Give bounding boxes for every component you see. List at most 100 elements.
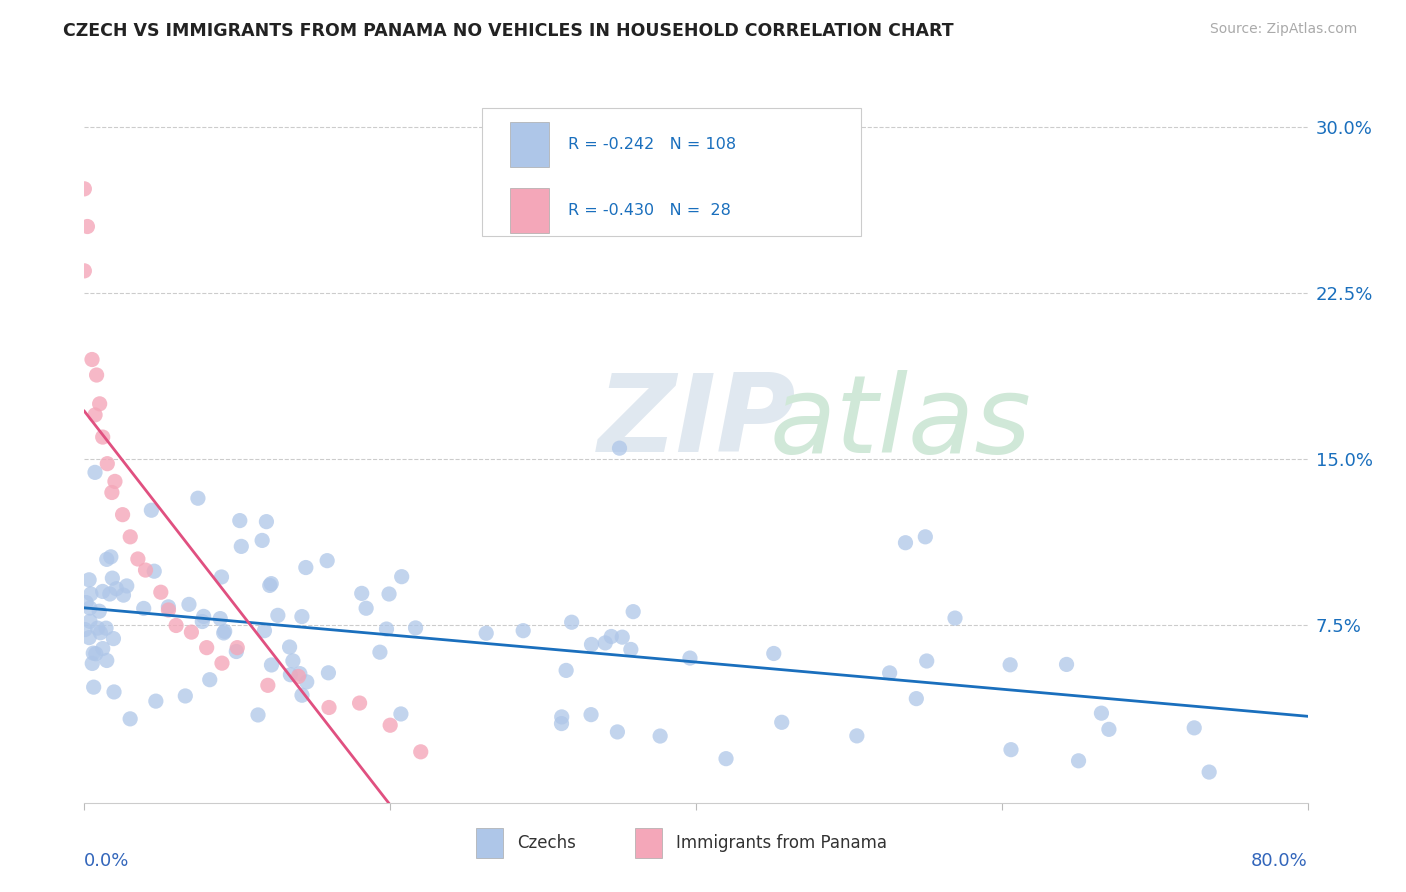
Point	[177, 598, 200, 612]
Point	[101, 571, 124, 585]
Point	[115, 579, 138, 593]
Point	[318, 700, 340, 714]
Point	[84, 408, 107, 422]
Text: CZECH VS IMMIGRANTS FROM PANAMA NO VEHICLES IN HOUSEHOLD CORRELATION CHART: CZECH VS IMMIGRANTS FROM PANAMA NO VEHIC…	[63, 22, 953, 40]
Point	[76, 219, 98, 234]
Point	[762, 647, 785, 661]
Point	[96, 552, 118, 566]
Text: Source: ZipAtlas.com: Source: ZipAtlas.com	[1209, 22, 1357, 37]
Text: ZIP: ZIP	[598, 369, 796, 475]
Point	[561, 615, 583, 630]
Point	[105, 582, 128, 596]
Point	[391, 569, 413, 583]
Point	[225, 644, 247, 658]
Point	[86, 368, 108, 382]
Point	[73, 182, 96, 196]
Point	[91, 584, 114, 599]
Point	[679, 651, 702, 665]
Point	[650, 729, 672, 743]
Point	[905, 691, 928, 706]
Point	[879, 665, 901, 680]
Point	[409, 745, 432, 759]
Point	[405, 621, 427, 635]
FancyBboxPatch shape	[510, 122, 550, 167]
Point	[77, 631, 100, 645]
Point	[214, 624, 236, 639]
FancyBboxPatch shape	[475, 829, 503, 858]
Point	[316, 554, 339, 568]
Point	[80, 352, 103, 367]
Point	[609, 441, 631, 455]
Point	[375, 622, 398, 636]
Point	[350, 586, 373, 600]
Point	[1056, 657, 1078, 672]
Point	[714, 752, 737, 766]
Text: 0.0%: 0.0%	[84, 852, 129, 870]
Point	[209, 611, 232, 625]
Point	[212, 626, 235, 640]
Point	[127, 552, 149, 566]
Point	[291, 609, 314, 624]
Point	[378, 587, 401, 601]
Point	[551, 710, 574, 724]
Point	[914, 530, 936, 544]
Point	[89, 625, 111, 640]
Point	[73, 623, 96, 637]
Point	[77, 573, 100, 587]
Point	[120, 530, 142, 544]
Point	[253, 624, 276, 638]
Point	[96, 653, 118, 667]
Point	[112, 588, 135, 602]
Point	[1182, 721, 1205, 735]
Point	[120, 712, 142, 726]
Point	[149, 585, 172, 599]
Point	[132, 601, 155, 615]
Point	[101, 485, 124, 500]
Text: atlas: atlas	[769, 370, 1031, 475]
Point	[80, 587, 103, 601]
Point	[84, 466, 107, 480]
Text: 80.0%: 80.0%	[1251, 852, 1308, 870]
Point	[998, 657, 1021, 672]
Point	[79, 615, 101, 629]
Point	[91, 430, 114, 444]
Point	[94, 621, 117, 635]
Text: Czechs: Czechs	[517, 834, 576, 852]
Point	[98, 587, 121, 601]
Point	[621, 605, 644, 619]
Point	[141, 503, 163, 517]
Point	[380, 718, 402, 732]
Point	[193, 609, 215, 624]
Point	[579, 707, 602, 722]
Point	[211, 656, 233, 670]
Point	[1090, 706, 1112, 721]
Point	[229, 514, 252, 528]
Point	[187, 491, 209, 506]
Point	[100, 549, 122, 564]
Point	[291, 688, 314, 702]
Point	[103, 632, 125, 646]
Point	[111, 508, 134, 522]
Point	[260, 576, 283, 591]
Point	[103, 685, 125, 699]
Point	[1198, 765, 1220, 780]
Point	[288, 666, 311, 681]
Point	[295, 560, 318, 574]
Point	[96, 457, 118, 471]
Point	[593, 636, 616, 650]
Point	[157, 599, 180, 614]
Point	[165, 618, 187, 632]
Point	[259, 578, 281, 592]
Point	[1098, 723, 1121, 737]
Point	[195, 640, 218, 655]
Point	[600, 630, 623, 644]
Point	[226, 640, 249, 655]
Point	[349, 696, 371, 710]
Point	[198, 673, 221, 687]
Point	[318, 665, 340, 680]
Point	[915, 654, 938, 668]
Point	[104, 475, 127, 489]
Point	[550, 716, 572, 731]
Point	[75, 596, 97, 610]
Point	[281, 654, 304, 668]
